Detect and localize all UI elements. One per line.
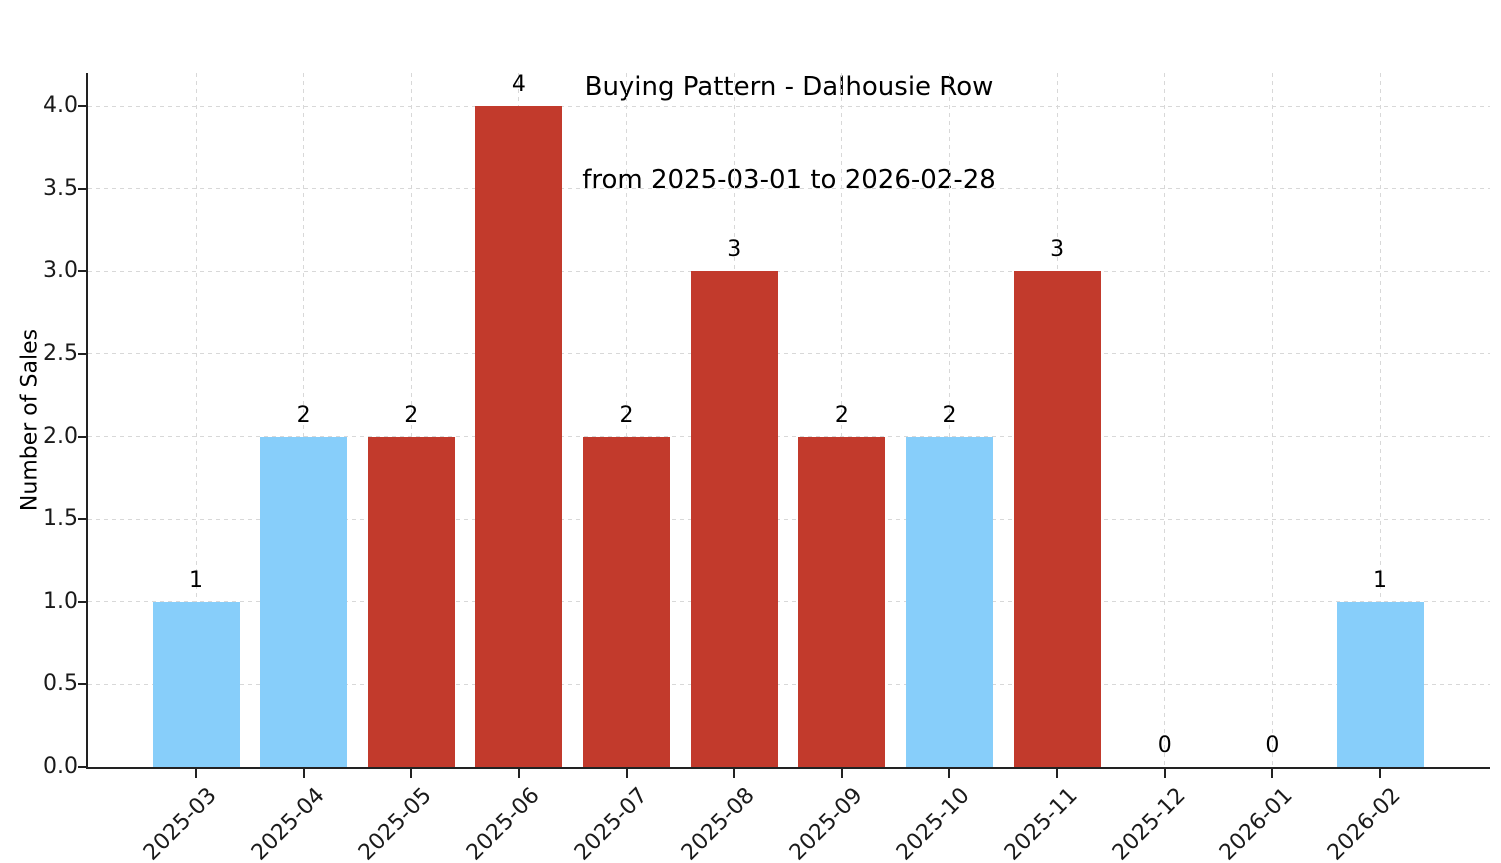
h-gridline bbox=[88, 518, 1490, 520]
h-gridline bbox=[88, 353, 1490, 355]
v-gridline bbox=[1379, 73, 1381, 767]
y-tick-label: 1.0 bbox=[43, 588, 78, 614]
bar bbox=[905, 436, 993, 767]
x-tick-mark bbox=[948, 769, 951, 778]
x-tick-label: 2026-02 bbox=[1323, 783, 1406, 863]
x-tick-label: 2025-06 bbox=[461, 783, 545, 863]
y-tick-mark bbox=[78, 435, 86, 438]
x-tick-label: 2025-10 bbox=[892, 783, 976, 863]
v-gridline bbox=[626, 73, 628, 767]
x-tick-label: 2025-04 bbox=[246, 783, 330, 863]
x-tick-label: 2025-08 bbox=[677, 783, 760, 863]
bar-value-label: 2 bbox=[834, 402, 849, 428]
x-tick-mark bbox=[1056, 769, 1059, 778]
bar bbox=[152, 601, 240, 767]
bar-value-label: 2 bbox=[942, 402, 957, 428]
bar-value-label: 3 bbox=[1050, 237, 1065, 263]
bar-value-label: 2 bbox=[296, 402, 311, 428]
x-tick-label: 2025-07 bbox=[569, 783, 653, 863]
bar-value-label: 0 bbox=[1157, 733, 1172, 758]
x-tick-mark bbox=[410, 769, 413, 778]
x-tick-label: 2025-11 bbox=[1000, 783, 1083, 863]
chart-title-line2: from 2025-03-01 to 2026-02-28 bbox=[582, 165, 996, 195]
x-tick-mark bbox=[1271, 769, 1274, 778]
y-tick-label: 4.0 bbox=[43, 93, 78, 119]
bar-value-label: 2 bbox=[404, 402, 419, 428]
x-tick-mark bbox=[517, 769, 520, 778]
h-gridline bbox=[88, 105, 1490, 107]
x-tick-label: 2025-12 bbox=[1107, 783, 1191, 863]
v-gridline bbox=[1271, 73, 1273, 767]
bar bbox=[798, 436, 886, 767]
bar bbox=[583, 436, 671, 767]
bar-value-label: 0 bbox=[1265, 733, 1280, 758]
y-tick-label: 2.0 bbox=[43, 423, 78, 449]
y-tick-mark bbox=[78, 105, 86, 108]
bar bbox=[1013, 271, 1101, 767]
bar bbox=[690, 271, 778, 767]
x-tick-mark bbox=[840, 769, 843, 778]
y-tick-mark bbox=[78, 187, 86, 190]
x-tick-label: 2026-01 bbox=[1215, 783, 1299, 863]
x-tick-mark bbox=[1379, 769, 1382, 778]
bar-value-label: 4 bbox=[511, 72, 526, 98]
y-tick-mark bbox=[78, 518, 86, 521]
x-tick-label: 2025-05 bbox=[354, 783, 437, 863]
x-tick-label: 2025-09 bbox=[784, 783, 868, 863]
y-tick-mark bbox=[78, 270, 86, 273]
y-tick-label: 3.5 bbox=[43, 175, 78, 201]
y-tick-label: 1.5 bbox=[43, 506, 78, 532]
v-gridline bbox=[948, 73, 950, 767]
bar-value-label: 1 bbox=[1373, 567, 1388, 593]
bar-value-label: 3 bbox=[727, 237, 742, 263]
x-tick-mark bbox=[302, 769, 305, 778]
y-tick-label: 3.0 bbox=[43, 258, 78, 284]
x-tick-mark bbox=[625, 769, 628, 778]
y-tick-label: 0.5 bbox=[43, 671, 78, 697]
h-gridline bbox=[88, 188, 1490, 190]
v-gridline bbox=[195, 73, 197, 767]
bar bbox=[367, 436, 455, 767]
h-gridline bbox=[88, 683, 1490, 685]
bar-value-label: 2 bbox=[619, 402, 634, 428]
bar bbox=[1336, 601, 1424, 767]
y-tick-label: 0.0 bbox=[43, 754, 78, 779]
bar bbox=[260, 436, 348, 767]
bar-value-label: 1 bbox=[189, 567, 203, 593]
y-tick-mark bbox=[78, 600, 86, 603]
y-tick-mark bbox=[78, 352, 86, 355]
h-gridline bbox=[88, 436, 1490, 438]
y-axis-spine bbox=[86, 73, 88, 769]
v-gridline bbox=[841, 73, 843, 767]
x-axis-spine bbox=[86, 767, 1490, 769]
y-tick-mark bbox=[78, 683, 86, 686]
plot-area: 0.0 0.5 1.0 1.5 2.0 2.5 3.0 3.5 4.0 2025-03 1 2025-… bbox=[43, 72, 1490, 863]
v-gridline bbox=[410, 73, 412, 767]
chart-title: Buying Pattern - Dalhousie Row from 2025… bbox=[88, 10, 1490, 258]
h-gridline bbox=[88, 601, 1490, 603]
chart-title-line1: Buying Pattern - Dalhousie Row bbox=[584, 72, 994, 102]
v-gridline bbox=[303, 73, 305, 767]
y-axis-label: Number of Sales bbox=[17, 328, 43, 512]
x-tick-mark bbox=[733, 769, 736, 778]
v-gridline bbox=[1164, 73, 1166, 767]
x-tick-mark bbox=[1163, 769, 1166, 778]
y-tick-mark bbox=[78, 766, 86, 768]
bar bbox=[475, 106, 563, 767]
x-tick-label: 2025-03 bbox=[139, 783, 222, 863]
y-tick-label: 2.5 bbox=[43, 340, 78, 366]
x-tick-mark bbox=[195, 769, 197, 778]
h-gridline bbox=[88, 270, 1490, 272]
